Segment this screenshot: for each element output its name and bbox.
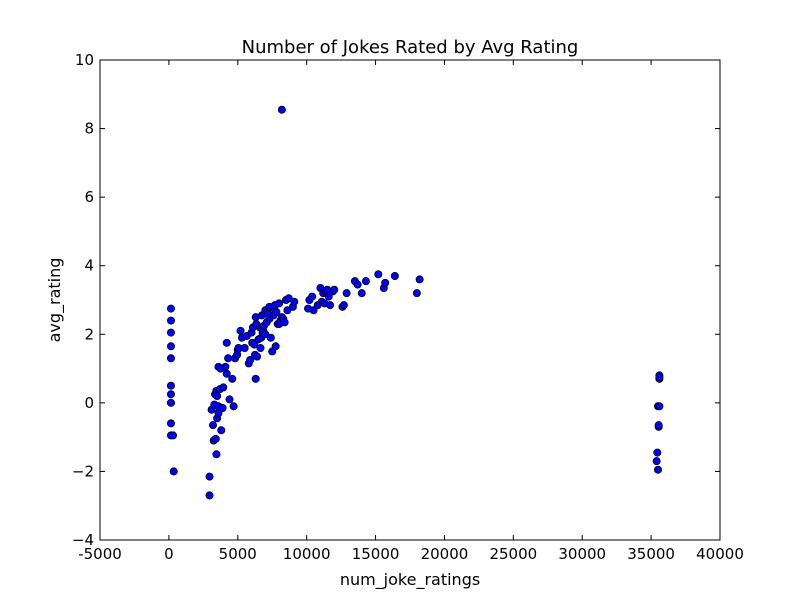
y-axis-label: avg_rating — [45, 258, 65, 343]
data-point — [652, 457, 661, 466]
data-point — [228, 374, 237, 383]
data-point — [166, 390, 175, 399]
data-point — [342, 289, 351, 298]
x-tick-label: 30000 — [558, 545, 606, 563]
y-tick-label: 10 — [75, 51, 94, 69]
data-point — [250, 340, 259, 349]
data-point — [217, 426, 226, 435]
points-layer — [166, 105, 664, 500]
data-point — [166, 398, 175, 407]
y-tick-label: −4 — [72, 531, 94, 549]
x-tick-label: 25000 — [489, 545, 537, 563]
data-point — [246, 355, 255, 364]
data-point — [374, 270, 383, 279]
data-point — [390, 271, 399, 280]
data-point — [361, 277, 370, 286]
data-point — [309, 306, 318, 315]
x-tick-label: 35000 — [627, 545, 675, 563]
plot-frame — [99, 59, 721, 541]
x-tick-label: 5000 — [219, 545, 257, 563]
data-point — [381, 278, 390, 287]
x-tick-label: 20000 — [421, 545, 469, 563]
data-point — [240, 343, 249, 352]
data-point — [280, 318, 289, 327]
y-tick-label: 8 — [84, 120, 94, 138]
data-point — [166, 354, 175, 363]
data-point — [166, 304, 175, 313]
data-point — [272, 307, 281, 316]
data-point — [208, 421, 217, 430]
data-point — [324, 292, 333, 301]
data-point — [221, 362, 230, 371]
y-tick-label: −2 — [72, 462, 94, 480]
x-tick-label: -5000 — [78, 545, 122, 563]
data-point — [290, 297, 299, 306]
data-point — [166, 419, 175, 428]
data-point — [225, 395, 234, 404]
data-point — [357, 289, 366, 298]
data-point — [251, 374, 260, 383]
data-point — [256, 343, 265, 352]
data-point — [229, 402, 238, 411]
data-point — [222, 369, 231, 378]
y-tick-label: 4 — [84, 257, 94, 275]
data-point — [224, 354, 233, 363]
data-point — [166, 316, 175, 325]
data-point — [655, 402, 664, 411]
chart-title: Number of Jokes Rated by Avg Rating — [242, 37, 579, 58]
y-tick-label: 6 — [84, 188, 94, 206]
data-point — [655, 373, 664, 382]
data-point — [330, 285, 339, 294]
data-point — [412, 289, 421, 298]
data-point — [222, 338, 231, 347]
data-point — [169, 431, 178, 440]
data-point — [271, 342, 280, 351]
data-point — [654, 465, 663, 474]
y-tick-label: 2 — [84, 325, 94, 343]
data-point — [415, 275, 424, 284]
x-tick-label: 40000 — [696, 545, 744, 563]
data-point — [653, 448, 662, 457]
data-point — [166, 328, 175, 337]
data-point — [166, 342, 175, 351]
ticks-layer: -5000 0 5000 10000 15000 20000 25000 30000 35000… — [72, 51, 744, 563]
data-point — [205, 472, 214, 481]
x-axis-label: num_joke_ratings — [340, 570, 480, 590]
data-point — [236, 326, 245, 335]
data-point — [266, 333, 275, 342]
y-tick-label: 0 — [84, 394, 94, 412]
x-tick-label: 10000 — [283, 545, 331, 563]
x-tick-label: 15000 — [352, 545, 400, 563]
data-point — [326, 301, 335, 310]
data-point — [353, 280, 362, 289]
data-point — [308, 292, 317, 301]
data-point — [166, 381, 175, 390]
data-point — [219, 383, 228, 392]
data-point — [205, 491, 214, 500]
x-tick-label: 0 — [164, 545, 174, 563]
data-point — [169, 467, 178, 476]
data-point — [654, 421, 663, 430]
data-point — [277, 105, 286, 114]
data-point — [211, 434, 220, 443]
data-point — [253, 352, 262, 361]
data-point — [218, 403, 227, 412]
data-point — [339, 301, 348, 310]
data-point — [213, 391, 222, 400]
data-point — [275, 299, 284, 308]
data-point — [212, 450, 221, 459]
